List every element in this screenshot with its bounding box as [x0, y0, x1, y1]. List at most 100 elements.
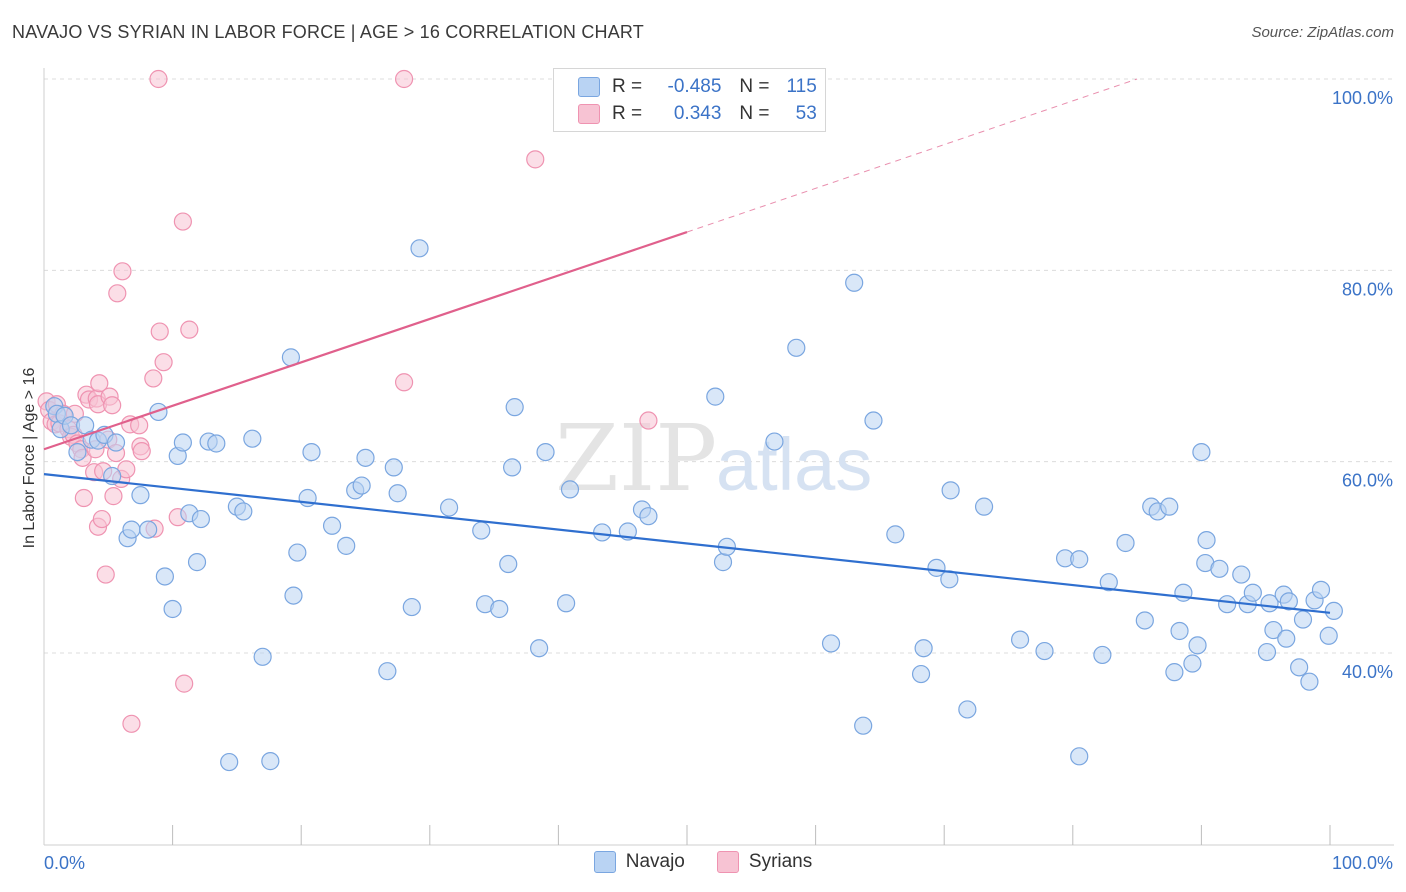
navajo-point: [536, 443, 555, 462]
navajo-point: [302, 443, 321, 462]
syrians-point: [92, 509, 111, 529]
navajo-point: [163, 599, 182, 619]
series-legend: Navajo Syrians: [0, 851, 1406, 873]
navajo-point: [1165, 663, 1184, 682]
legend-row-syrians: R = 0.343 N = 53: [578, 102, 817, 126]
navajo-point: [1183, 654, 1202, 673]
navajo-point: [821, 634, 841, 653]
navajo-point: [1257, 642, 1277, 662]
legend: R = -0.485 N = 115 R = 0.343 N = 53: [553, 68, 826, 132]
navajo-point: [958, 700, 977, 719]
navajo-point: [1243, 583, 1262, 602]
navajo-point: [557, 594, 576, 613]
navajo-point: [439, 498, 459, 517]
navajo-point: [384, 458, 403, 477]
navajo-swatch: [578, 77, 600, 97]
navajo-point: [68, 443, 87, 462]
navajo-point: [1099, 573, 1118, 592]
syrians-point: [639, 411, 658, 430]
syrians-swatch: [578, 104, 600, 124]
navajo-point: [243, 429, 262, 448]
navajo-point: [139, 520, 158, 539]
navajo-point: [106, 433, 126, 452]
navajo-point: [288, 543, 307, 562]
y-axis-title: In Labor Force | Age > 16: [21, 368, 38, 549]
navajo-point: [490, 599, 509, 619]
chart-title: NAVAJO VS SYRIAN IN LABOR FORCE | AGE > …: [12, 22, 644, 42]
syrians-point: [526, 150, 545, 169]
syrians-point: [394, 373, 414, 392]
syrians-point: [150, 322, 169, 341]
syrians-points: [37, 69, 658, 733]
y-tick-label: 40.0%: [1342, 662, 1393, 682]
syrians-point: [149, 69, 168, 89]
navajo-point: [1160, 497, 1179, 516]
syrians-point: [108, 284, 127, 303]
navajo-point: [261, 752, 280, 771]
navajo-point: [207, 434, 226, 453]
navajo-point: [1116, 533, 1135, 553]
x-tick-label-max: 100.0%: [1332, 853, 1393, 873]
watermark-atlas: atlas: [716, 423, 872, 506]
navajo-point: [530, 639, 549, 658]
navajo-point: [187, 553, 207, 572]
axis-labels: 40.0% 60.0% 80.0% 100.0% 0.0% 100.0% In Labor …: [21, 88, 1393, 873]
navajo-point: [1197, 531, 1216, 550]
navajo-point: [593, 523, 612, 542]
syrians-point: [103, 396, 122, 415]
navajo-point: [131, 486, 150, 505]
trend-lines: [43, 78, 1331, 614]
navajo-point: [122, 520, 141, 539]
navajo-point: [1293, 610, 1313, 629]
syrians-point: [90, 374, 109, 393]
navajo-point: [191, 509, 210, 529]
navajo-point: [1279, 592, 1298, 611]
navajo-point: [356, 448, 375, 467]
y-tick-label: 100.0%: [1332, 88, 1393, 108]
navajo-point: [220, 752, 239, 772]
navajo-point: [560, 480, 580, 499]
navajo-point: [713, 553, 733, 572]
navajo-point: [402, 597, 421, 617]
navajo-point: [322, 516, 342, 535]
syrians-point: [113, 262, 132, 281]
navajo-point: [1300, 672, 1319, 691]
navajo-point: [505, 398, 524, 417]
navajo-point: [1311, 580, 1331, 599]
navajo-point: [173, 433, 192, 452]
legend-n-label: N =: [739, 76, 770, 97]
navajo-point: [352, 476, 371, 495]
x-tick-label-min: 0.0%: [44, 853, 85, 873]
syrians-point: [173, 212, 192, 231]
navajo-point: [149, 402, 168, 422]
syrians-trend-extension: [686, 78, 1138, 233]
navajo-point: [845, 273, 864, 292]
syrians-point: [74, 488, 93, 508]
syrians-n-value: 53: [795, 103, 817, 124]
legend-n-label: N =: [739, 103, 770, 124]
watermark: ZIP atlas: [555, 405, 872, 512]
syrians-legend-label: Syrians: [748, 851, 813, 872]
navajo-point: [284, 586, 303, 605]
syrians-point: [104, 487, 123, 506]
navajo-point: [974, 497, 994, 516]
navajo-point: [639, 507, 658, 526]
legend-item-navajo: Navajo: [593, 851, 685, 873]
syrians-point: [175, 674, 194, 693]
syrians-trend-line: [43, 231, 688, 451]
navajo-r-value: -0.485: [667, 76, 722, 97]
legend-r-label: R =: [612, 76, 643, 97]
navajo-point: [911, 664, 931, 684]
syrians-point: [122, 714, 141, 733]
navajo-trend-line: [43, 473, 1331, 614]
syrians-point: [394, 69, 414, 89]
navajo-point: [1010, 630, 1030, 649]
syrians-point: [144, 369, 163, 388]
syrians-point: [132, 442, 151, 461]
navajo-point: [1170, 621, 1189, 641]
y-tick-label: 60.0%: [1342, 471, 1393, 491]
navajo-point: [1218, 595, 1237, 614]
legend-item-syrians: Syrians: [716, 851, 813, 873]
syrians-point: [96, 565, 115, 584]
